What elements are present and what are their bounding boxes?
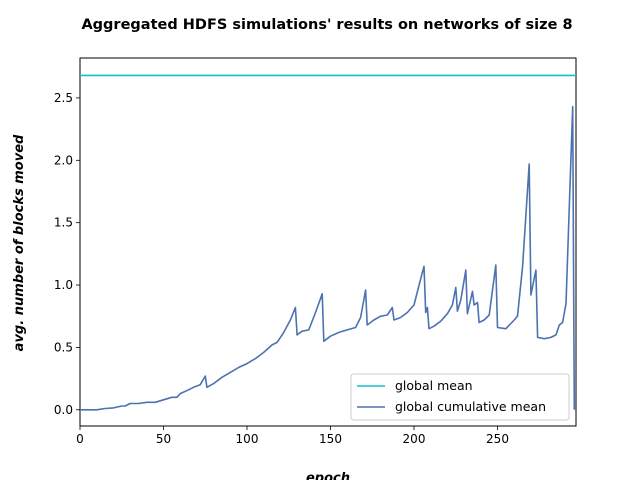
y-tick-label: 0.5 [54,340,73,354]
global-cumulative-mean-line [80,105,576,411]
legend-box [350,373,570,421]
legend-label-global-mean: global mean [395,378,473,393]
y-axis-label: avg. number of blocks moved [12,134,27,351]
x-tick-label: 250 [486,432,509,446]
x-tick-label: 200 [403,432,426,446]
y-tick-label: 2.5 [54,91,73,105]
legend: global mean global cumulative mean [350,373,570,421]
y-tick-label: 0.0 [54,403,73,417]
x-tick-label: 50 [156,432,171,446]
x-axis-ticks: 0 50 100 150 200 250 [76,426,509,446]
x-tick-label: 100 [236,432,259,446]
y-tick-label: 1.0 [54,278,73,292]
y-tick-label: 2.0 [54,153,73,167]
x-axis-label: epoch [306,471,350,480]
legend-label-global-cumulative-mean: global cumulative mean [395,399,546,414]
x-tick-label: 150 [319,432,342,446]
x-tick-label: 0 [76,432,84,446]
y-tick-label: 1.5 [54,216,73,230]
chart-title: Aggregated HDFS simulations' results on … [81,17,572,33]
y-axis-ticks: 0.0 0.5 1.0 1.5 2.0 2.5 [54,91,80,417]
plot-area-frame [79,57,577,427]
